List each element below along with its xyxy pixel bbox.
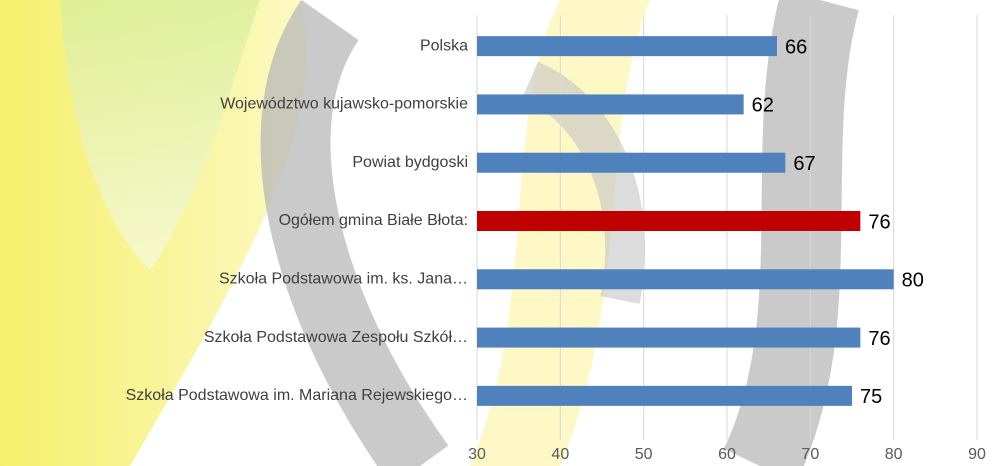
data-label: 80: [902, 270, 924, 292]
bar: [477, 152, 786, 173]
bar: [477, 327, 861, 348]
y-tick-label: Województwo kujawsko-pomorskie: [220, 96, 468, 113]
y-tick-label: Szkoła Podstawowa Zespołu Szkół…: [204, 329, 468, 346]
background-shape: [60, 0, 260, 270]
bar: [477, 36, 777, 57]
y-tick-label: Ogółem gmina Białe Błota:: [279, 212, 468, 229]
data-label: 62: [752, 95, 774, 117]
data-label: 76: [868, 211, 890, 233]
bar: [477, 94, 744, 115]
data-label: 76: [868, 328, 890, 350]
x-tick-label: 80: [885, 446, 903, 463]
x-tick-label: 50: [635, 446, 653, 463]
background-swirl: [260, 0, 449, 466]
x-tick-label: 30: [468, 446, 486, 463]
bar: [477, 211, 861, 231]
data-label: 75: [860, 386, 882, 408]
x-tick-label: 90: [968, 446, 986, 463]
x-tick-label: 70: [801, 446, 819, 463]
bar: [477, 269, 894, 290]
x-tick-label: 40: [551, 446, 569, 463]
y-tick-label: Polska: [420, 37, 468, 54]
bar: [477, 385, 852, 406]
data-label: 67: [793, 153, 815, 175]
y-tick-label: Szkoła Podstawowa im. ks. Jana…: [219, 271, 468, 288]
data-label: 66: [785, 36, 807, 58]
x-tick-label: 60: [718, 446, 736, 463]
y-tick-label: Powiat bydgoski: [352, 154, 468, 171]
y-tick-label: Szkoła Podstawowa im. Mariana Rejewskieg…: [126, 387, 468, 404]
